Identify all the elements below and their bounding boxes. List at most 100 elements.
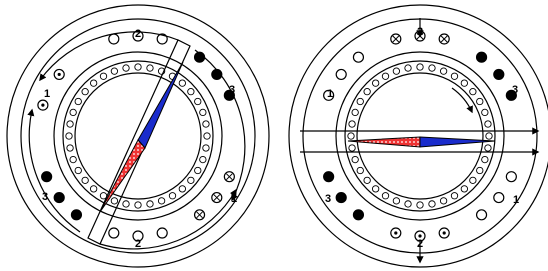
stator-inner <box>336 52 504 220</box>
coil-slot <box>336 69 346 79</box>
rotor-bar <box>357 98 363 104</box>
rotor-bar <box>123 65 129 71</box>
rotor-bar <box>203 145 209 151</box>
rotor-bar <box>82 177 88 183</box>
rotor-bar <box>429 201 435 207</box>
rotor-bar <box>470 177 476 183</box>
rotor-bar <box>357 167 363 173</box>
rotor-bar <box>111 198 117 204</box>
rotor-bar <box>364 88 370 94</box>
rotor-bar <box>429 65 435 71</box>
rotor-bar <box>70 156 76 162</box>
rotor-bar <box>417 64 423 70</box>
stator-ring <box>303 19 537 253</box>
stator-ring <box>21 19 255 253</box>
rotor-bar <box>203 121 209 127</box>
slot-label: 2 <box>417 26 423 38</box>
rotor-bar <box>70 109 76 115</box>
rotor-bar <box>470 88 476 94</box>
coil-slot <box>353 52 363 62</box>
rotor-bar <box>179 186 185 192</box>
rotor-bar <box>135 64 141 70</box>
rotor-bar <box>90 80 96 86</box>
coil-dot <box>58 73 61 76</box>
slot-label: 1 <box>231 193 237 205</box>
rotor-bar <box>461 186 467 192</box>
rotor-outer <box>345 61 495 211</box>
rotor-bar <box>382 193 388 199</box>
coil-slot <box>477 210 487 220</box>
rotor-bar <box>200 156 206 162</box>
needle-south <box>348 137 420 147</box>
coil-slot <box>494 69 504 79</box>
needle-north <box>420 137 495 147</box>
coil-slot <box>324 172 334 182</box>
rotor-bar <box>440 68 446 74</box>
rotor-bar <box>417 202 423 208</box>
rotor-bar <box>364 177 370 183</box>
rotor-bar <box>67 121 73 127</box>
rotor-bar <box>405 201 411 207</box>
coil-dot <box>443 231 446 234</box>
rotor-bar <box>169 193 175 199</box>
slot-label: 3 <box>229 84 235 96</box>
rotor-bar <box>482 156 488 162</box>
rotor-bar <box>451 193 457 199</box>
right-motor <box>289 5 548 267</box>
rotor-bar <box>200 109 206 115</box>
rotor-bar <box>451 73 457 79</box>
stator-outer <box>289 5 548 267</box>
coil-slot <box>494 193 504 203</box>
rotation-arrow <box>452 88 472 112</box>
rotor-bar <box>485 145 491 151</box>
coil-slot <box>54 193 64 203</box>
stator-inner <box>54 52 222 220</box>
needle-north <box>138 62 183 148</box>
slot-label: 2 <box>417 238 423 250</box>
rotor-bar <box>405 65 411 71</box>
rotor-bar <box>195 167 201 173</box>
rotor-bar <box>204 133 210 139</box>
rotor-bar <box>382 73 388 79</box>
slot-label: 2 <box>135 28 141 40</box>
rotor-bar <box>485 121 491 127</box>
rotor-bar <box>158 198 164 204</box>
rotor-bar <box>482 109 488 115</box>
coil-slot <box>336 193 346 203</box>
rotor-bar <box>123 201 129 207</box>
rotor-bar <box>111 68 117 74</box>
rotor-bar <box>477 167 483 173</box>
rotor-bar <box>179 80 185 86</box>
rotor-bar <box>352 156 358 162</box>
rotor-bar <box>477 98 483 104</box>
rotor-bar <box>372 186 378 192</box>
rotor-bar <box>188 177 194 183</box>
rotor-bar <box>67 145 73 151</box>
motor-diagrams: 2 1 3 3 1 2 2 1 3 3 1 2 <box>0 0 548 271</box>
coil-dot <box>41 103 44 106</box>
slot-label: 1 <box>327 88 333 100</box>
coil-slot <box>71 210 81 220</box>
coil-slot <box>477 52 487 62</box>
coil-slot <box>109 228 119 238</box>
slot-label: 3 <box>42 191 48 203</box>
slot-label: 3 <box>325 193 331 205</box>
coil-slot <box>157 228 167 238</box>
rotor-outer <box>63 61 213 211</box>
slot-label: 3 <box>512 84 518 96</box>
rotor-bar <box>486 133 492 139</box>
rotor-bar <box>461 80 467 86</box>
coil-dot <box>394 231 397 234</box>
rotor-bar <box>195 98 201 104</box>
coil-slot <box>42 172 52 182</box>
rotor-bar <box>349 121 355 127</box>
slot-label: 2 <box>135 238 141 250</box>
slot-label: 1 <box>513 194 519 206</box>
rotor-bar <box>372 80 378 86</box>
rotor-bar <box>393 68 399 74</box>
left-motor <box>7 5 269 267</box>
rotor-bar <box>100 73 106 79</box>
coil-slot <box>506 172 516 182</box>
rotor-bar <box>135 202 141 208</box>
rotor-inner <box>357 73 483 199</box>
